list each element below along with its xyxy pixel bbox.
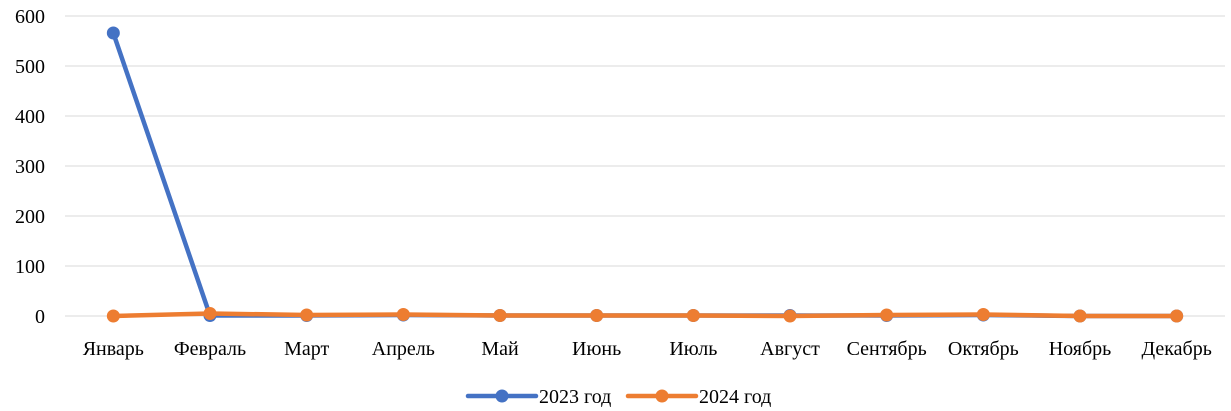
y-tick-label: 100 [15,256,45,278]
y-tick-label: 300 [15,156,45,178]
y-tick-label: 400 [15,106,45,128]
x-tick-label: Декабрь [1141,338,1211,360]
x-tick-label: Январь [83,338,144,360]
legend-marker [655,389,669,403]
legend-label: 2023 год [539,386,611,408]
series-line [111,30,1179,319]
data-point [493,309,507,322]
x-tick-label: Сентябрь [847,338,927,360]
y-tick-label: 0 [35,306,45,328]
x-tick-label: Февраль [174,338,246,360]
data-point [880,308,894,322]
data-point [106,309,120,323]
data-point [976,308,990,321]
y-tick-label: 200 [15,206,45,228]
legend-label: 2024 год [699,386,771,408]
data-point [783,309,797,323]
x-tick-label: Октябрь [948,338,1019,360]
x-axis-tick-labels: Январь Февраль Март Апрель Май Июнь Июль Август… [83,338,1212,360]
x-tick-label: Июнь [572,338,621,360]
data-point [1170,309,1184,323]
y-axis-tick-labels: 0 100 200 300 400 500 600 [15,6,45,328]
x-tick-label: Июль [669,338,717,360]
x-tick-label: Апрель [372,338,435,360]
data-point [686,309,700,322]
x-tick-label: Март [284,338,329,360]
series-lines [106,26,1184,323]
series-2 [106,307,1184,323]
data-point [203,307,217,320]
data-point [300,308,314,322]
y-tick-label: 500 [15,56,45,78]
series-line [111,311,1179,319]
y-tick-label: 600 [15,6,45,28]
data-point [590,309,604,322]
x-tick-label: Май [481,338,519,360]
data-point [106,26,120,40]
series-1 [106,26,1184,323]
x-tick-label: Август [760,338,820,360]
legend-marker [495,389,509,403]
gridlines [65,15,1225,317]
data-point [396,308,410,321]
x-tick-label: Ноябрь [1049,338,1112,360]
legend: 2023 год 2024 год [465,386,771,408]
data-point [1073,309,1087,323]
